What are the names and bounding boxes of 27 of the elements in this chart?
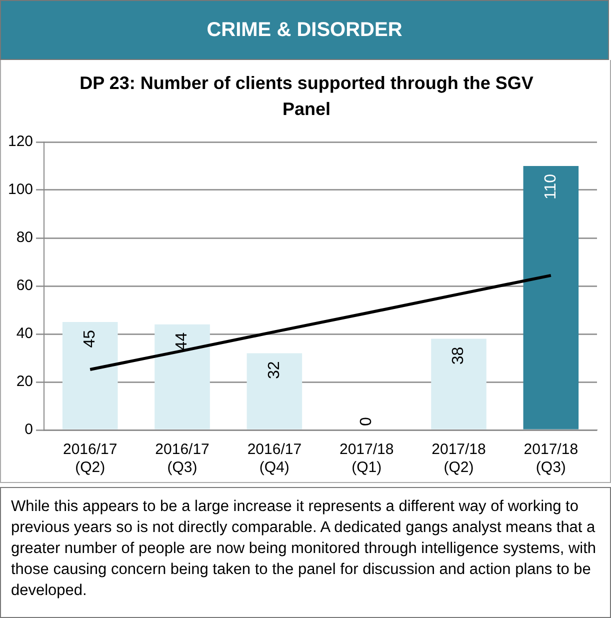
y-tick-label: 120 (8, 133, 34, 150)
data-label: 32 (266, 361, 283, 379)
x-tick-label: 2016/17 (Q4) (247, 441, 302, 476)
data-label: 45 (82, 330, 99, 348)
y-tick-label: 40 (16, 325, 34, 342)
y-tick-label: 100 (8, 181, 34, 198)
data-label: 110 (542, 174, 560, 200)
bar (62, 322, 118, 430)
data-label: 0 (358, 417, 375, 426)
y-tick-label: 20 (16, 373, 34, 390)
bar (523, 166, 579, 430)
x-tick-label: 2016/17 (Q3) (155, 441, 210, 476)
x-tick-label: 2017/18 (Q3) (524, 441, 578, 476)
text: While this appears to be a large increase it represents a different way of working to previous years so is not directly comparable. A dedicated gangs analyst means that a greater number of people are now being monitored through intelligence systems, with those causing concern being taken to the panel for discussion and action plans to be developed. (0, 487, 611, 618)
x-tick-label: 2017/18 (Q2) (432, 441, 486, 476)
text: CRIME & DISORDER (0, 0, 609, 60)
chart-title: DP 23: Number of clients supported through the SGV Panel (78, 72, 534, 121)
bar (431, 338, 486, 430)
data-label: 38 (450, 346, 468, 365)
y-tick-label: 60 (16, 277, 34, 294)
bar (246, 353, 302, 430)
bar (154, 324, 210, 430)
y-tick-label: 0 (24, 421, 34, 438)
x-tick-label: 2016/17 (Q2) (62, 441, 118, 476)
data-label: 44 (174, 332, 191, 350)
y-tick-label: 80 (16, 229, 34, 246)
x-tick-label: 2017/18 (Q1) (339, 441, 394, 476)
